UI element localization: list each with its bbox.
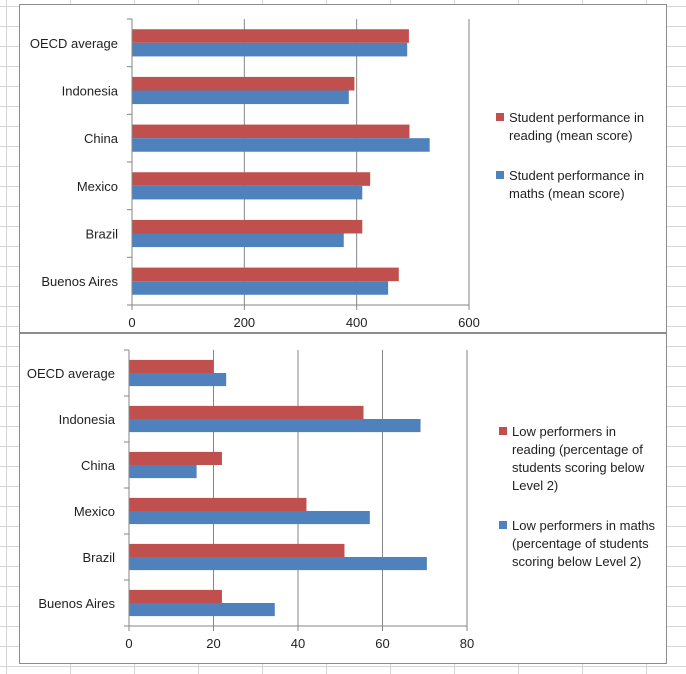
bar-reading-mexico bbox=[129, 497, 307, 511]
category-label-oecd-average: OECD average bbox=[30, 36, 118, 51]
category-label-oecd-average: OECD average bbox=[27, 366, 115, 381]
legend-swatch-reading bbox=[496, 113, 504, 121]
x-tick-label-80: 80 bbox=[460, 636, 474, 651]
category-label-china: China bbox=[84, 131, 119, 146]
bar-reading-brazil bbox=[129, 543, 345, 557]
legend-item-low-maths: Low performers in maths (percentage of s… bbox=[499, 517, 659, 571]
x-tick-label-20: 20 bbox=[206, 636, 220, 651]
x-tick-label-200: 200 bbox=[233, 315, 255, 330]
legend-bottom: Low performers in reading (percentage of… bbox=[499, 423, 659, 593]
bar-maths-china bbox=[129, 465, 197, 479]
chart-top: OECD average Indonesia China Mexico Brazil Bu… bbox=[30, 18, 480, 330]
legend-label-reading: Student performance in reading (mean sco… bbox=[509, 110, 645, 143]
bar-maths-buenos-aires bbox=[132, 281, 389, 295]
bar-maths-brazil bbox=[129, 557, 427, 571]
bar-reading-mexico bbox=[132, 172, 371, 186]
legend-label-low-reading: Low performers in reading (percentage of… bbox=[512, 424, 645, 493]
legend-item-reading-score: Student performance in reading (mean sco… bbox=[496, 109, 666, 145]
x-tick-label-600: 600 bbox=[458, 315, 480, 330]
x-tick-label-0: 0 bbox=[128, 315, 135, 330]
bar-maths-mexico bbox=[129, 511, 370, 525]
bar-reading-oecd-average bbox=[129, 359, 214, 373]
bar-reading-brazil bbox=[132, 219, 363, 234]
category-label-indonesia: Indonesia bbox=[59, 412, 116, 427]
legend-top: Student performance in reading (mean sco… bbox=[496, 109, 666, 225]
bar-reading-oecd-average bbox=[132, 29, 409, 43]
category-label-buenos-aires: Buenos Aires bbox=[41, 274, 118, 289]
x-tick-label-60: 60 bbox=[375, 636, 389, 651]
bar-maths-china bbox=[132, 138, 430, 152]
bar-reading-china bbox=[129, 451, 222, 465]
x-tick-label-400: 400 bbox=[346, 315, 368, 330]
bar-maths-buenos-aires bbox=[129, 603, 275, 617]
bar-reading-china bbox=[132, 124, 410, 139]
category-label-mexico: Mexico bbox=[77, 179, 118, 194]
legend-label-maths: Student performance in maths (mean score… bbox=[509, 168, 645, 201]
x-tick-label-0: 0 bbox=[125, 636, 132, 651]
x-tick-label-40: 40 bbox=[291, 636, 305, 651]
category-label-buenos-aires: Buenos Aires bbox=[38, 596, 115, 611]
legend-swatch-maths bbox=[496, 171, 504, 179]
bar-maths-brazil bbox=[132, 233, 344, 248]
bar-maths-oecd-average bbox=[129, 373, 227, 387]
category-label-brazil: Brazil bbox=[85, 227, 118, 242]
bar-reading-indonesia bbox=[129, 405, 364, 419]
bar-reading-indonesia bbox=[132, 76, 355, 91]
bar-maths-indonesia bbox=[132, 90, 349, 105]
bar-maths-mexico bbox=[132, 185, 363, 200]
bar-reading-buenos-aires bbox=[129, 589, 222, 603]
category-label-indonesia: Indonesia bbox=[62, 84, 119, 99]
category-label-china: China bbox=[81, 458, 116, 473]
category-label-mexico: Mexico bbox=[74, 504, 115, 519]
bar-maths-indonesia bbox=[129, 419, 421, 433]
chart-top-panel: OECD average Indonesia China Mexico Brazil Bu… bbox=[19, 4, 667, 333]
legend-label-low-maths: Low performers in maths (percentage of s… bbox=[512, 518, 656, 569]
category-label-brazil: Brazil bbox=[82, 550, 115, 565]
bar-maths-oecd-average bbox=[132, 42, 408, 57]
legend-item-low-reading: Low performers in reading (percentage of… bbox=[499, 423, 659, 495]
chart-bottom: OECD average Indonesia China Mexico Brazil Bu… bbox=[27, 349, 474, 651]
legend-swatch-low-maths bbox=[499, 521, 507, 529]
chart-bottom-panel: OECD average Indonesia China Mexico Brazil Bu… bbox=[19, 333, 667, 664]
legend-item-maths-score: Student performance in maths (mean score… bbox=[496, 167, 666, 203]
bar-reading-buenos-aires bbox=[132, 267, 399, 282]
legend-swatch-low-reading bbox=[499, 427, 507, 435]
